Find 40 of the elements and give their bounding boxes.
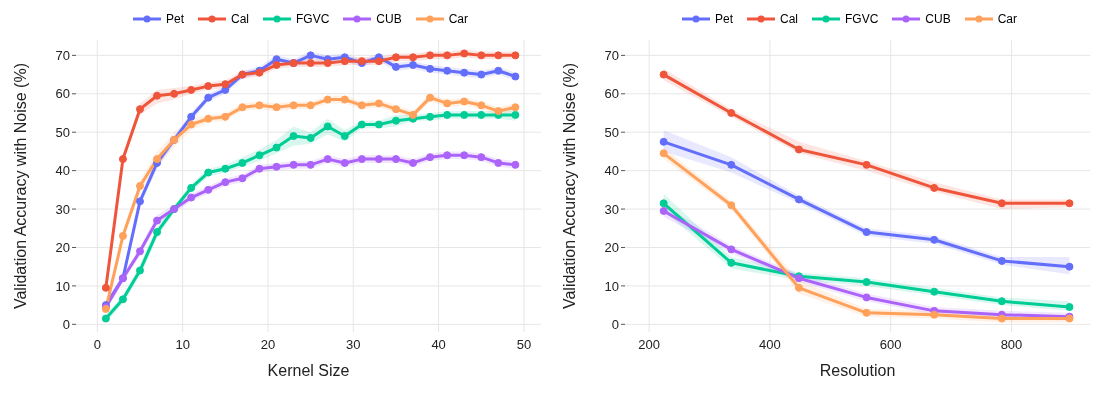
x-tick-label: 20 [260, 337, 276, 353]
x-axis-title: Kernel Size [267, 362, 350, 379]
y-tick-label: 70 [604, 47, 619, 63]
x-tick-label: 200 [638, 337, 661, 353]
y-tick-label: 60 [604, 86, 619, 102]
legend-label: CUB [376, 12, 402, 26]
y-tick-label: 10 [55, 278, 70, 294]
x-tick-label: 0 [93, 337, 101, 353]
y-tick-label: 0 [62, 316, 70, 332]
legend-label: Car [448, 12, 469, 26]
y-tick-label: 10 [604, 278, 619, 294]
legend-label: FGVC [296, 12, 330, 26]
x-tick-label: 600 [879, 337, 902, 353]
x-tick-label: 10 [175, 337, 190, 353]
x-tick-label: 40 [431, 337, 446, 353]
x-tick-label: 400 [759, 337, 781, 353]
y-tick-label: 70 [55, 47, 70, 63]
y-tick-label: 50 [604, 124, 619, 140]
y-axis-title: Validation Accuracy with Noise (%) [560, 62, 578, 310]
y-tick-label: 20 [604, 240, 619, 256]
y-tick-label: 20 [55, 240, 70, 256]
legend-label: Pet [165, 12, 184, 26]
legend-label: CUB [925, 12, 951, 26]
legend-label: Cal [230, 12, 249, 26]
y-tick-label: 60 [55, 86, 70, 102]
y-tick-label: 40 [55, 163, 70, 179]
y-tick-label: 50 [55, 124, 70, 140]
legend-label: FGVC [845, 12, 879, 26]
legend-label: Cal [779, 12, 798, 26]
x-tick-label: 30 [346, 337, 361, 353]
y-tick-label: 30 [604, 201, 619, 217]
y-tick-label: 30 [55, 201, 70, 217]
legend-label: Car [997, 12, 1018, 26]
x-axis-title: Resolution [819, 362, 896, 379]
y-tick-label: 40 [604, 163, 619, 179]
x-tick-label: 50 [516, 337, 532, 353]
y-tick-label: 0 [611, 316, 619, 332]
y-axis-title: Validation Accuracy with Noise (%) [11, 62, 29, 310]
x-tick-label: 800 [1000, 337, 1023, 353]
legend-label: Pet [714, 12, 733, 26]
